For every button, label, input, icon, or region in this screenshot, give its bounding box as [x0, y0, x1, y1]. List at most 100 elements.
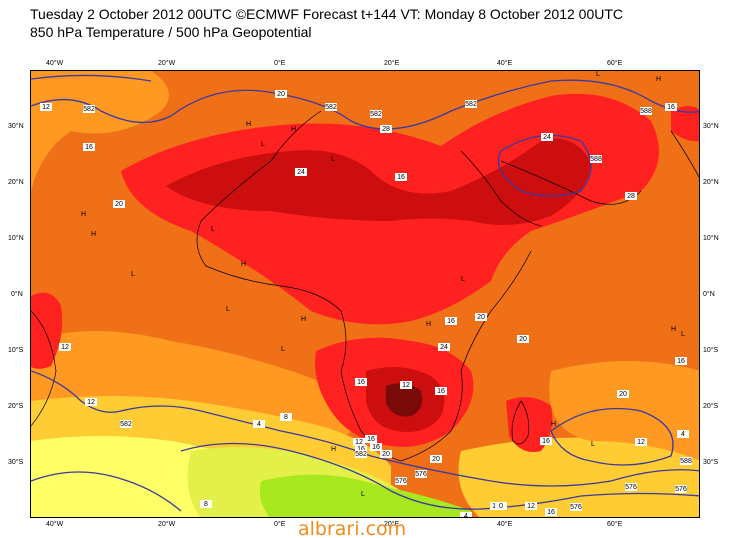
svg-text:4: 4	[257, 421, 261, 428]
lat-left-30n: 30°N	[8, 123, 24, 130]
temperature-contour-label: 20	[275, 90, 287, 98]
svg-text:12: 12	[87, 399, 95, 406]
svg-text:12: 12	[527, 503, 535, 510]
temperature-contour-label: 16	[370, 443, 382, 451]
fill-12-16-southeast	[458, 437, 699, 517]
svg-text:0: 0	[499, 503, 503, 510]
geopotential-contour-label: 588	[640, 107, 652, 115]
pressure-marker: L	[461, 276, 465, 283]
svg-text:582: 582	[370, 111, 382, 118]
fill-lt4-south	[259, 474, 471, 517]
svg-text:588: 588	[680, 458, 692, 465]
geo-contour-5	[120, 405, 699, 487]
temperature-contour-label: 16	[355, 378, 367, 386]
svg-text:576: 576	[395, 478, 407, 485]
geo-contour-8	[31, 471, 182, 512]
svg-text:20: 20	[432, 456, 440, 463]
temperature-contour-label: 4	[253, 420, 265, 428]
svg-text:12: 12	[637, 439, 645, 446]
temperature-contour-label: 12	[400, 381, 412, 389]
pressure-marker: L	[281, 346, 285, 353]
lat-left-10s: 10°S	[8, 347, 24, 354]
svg-text:16: 16	[542, 438, 550, 445]
temperature-contour-label: 4	[677, 430, 689, 438]
lat-right-10n: 10°N	[703, 235, 719, 242]
pressure-marker: L	[361, 491, 365, 498]
temperature-contour-label: 12	[635, 438, 647, 446]
lon-bottom-20e: 20°E	[384, 521, 400, 528]
pressure-marker: H	[551, 421, 556, 428]
pressure-marker: H	[331, 446, 336, 453]
geopotential-contour-label: 582	[370, 110, 382, 118]
temperature-contour-label: 12	[85, 398, 97, 406]
geopotential-contour-label: 576	[395, 477, 407, 485]
geopotential-contour-label: 576	[675, 485, 687, 493]
temperature-contour-label: 12	[353, 438, 365, 446]
geopotential-contour-label: 588	[680, 457, 692, 465]
svg-text:16: 16	[667, 104, 675, 111]
pressure-marker: H	[81, 211, 86, 218]
lat-left-20n: 20°N	[8, 179, 24, 186]
lat-left-30s: 30°S	[8, 459, 24, 466]
svg-text:20: 20	[519, 336, 527, 343]
pressure-marker: L	[131, 271, 135, 278]
svg-text:588: 588	[590, 156, 602, 163]
temperature-contour-label: 16	[83, 143, 95, 151]
svg-text:12: 12	[61, 344, 69, 351]
geopotential-contours	[31, 74, 699, 512]
svg-text:576: 576	[675, 486, 687, 493]
lat-right-30s: 30°S	[703, 459, 719, 466]
temperature-contour-label: 20	[617, 390, 629, 398]
geopotential-contour-labels: 582 582 582 582 588 588 582 582 576 576 576 576 576 5…	[83, 100, 692, 511]
svg-text:16: 16	[357, 446, 365, 453]
geo-contour-7	[550, 407, 674, 466]
svg-text:582: 582	[120, 421, 132, 428]
svg-text:576: 576	[625, 484, 637, 491]
geopotential-contour-label: 582	[325, 103, 337, 111]
lat-left-10n: 10°N	[8, 235, 24, 242]
lon-top-0e: 0°E	[274, 60, 286, 67]
lon-bottom-60e: 60°E	[607, 521, 623, 528]
temperature-contour-label: 20	[517, 335, 529, 343]
svg-text:16: 16	[367, 436, 375, 443]
temperature-contour-label: 12	[59, 343, 71, 351]
svg-text:582: 582	[325, 104, 337, 111]
svg-text:576: 576	[415, 471, 427, 478]
svg-text:16: 16	[677, 358, 685, 365]
pressure-marker: L	[226, 306, 230, 313]
svg-text:12: 12	[42, 104, 50, 111]
lat-right-20s: 20°S	[703, 403, 719, 410]
lon-bottom-40w: 40°W	[46, 521, 64, 528]
fill-24-28-northeast	[671, 106, 699, 142]
temperature-contour-label: 8	[200, 500, 212, 508]
svg-text:24: 24	[297, 169, 305, 176]
svg-text:16: 16	[357, 379, 365, 386]
lon-top-20e: 20°E	[384, 60, 400, 67]
coast-west-africa	[196, 110, 532, 462]
temperature-contour-label: 16	[675, 357, 687, 365]
lat-left-0n: 0°N	[11, 291, 23, 298]
pressure-marker: H	[91, 231, 96, 238]
fill-16-20-southeast	[549, 361, 699, 461]
watermark: albrari.com	[298, 518, 407, 538]
temperature-contour-label: 20	[475, 313, 487, 321]
svg-text:28: 28	[382, 126, 390, 133]
temperature-contour-label: 28	[625, 192, 637, 200]
temperature-contour-label: 4	[460, 512, 472, 517]
geopotential-contour-label: 576	[415, 470, 427, 478]
temperature-contour-label: 16	[540, 437, 552, 445]
pressure-marker: H	[656, 76, 661, 83]
pressure-marker: H	[241, 261, 246, 268]
lat-right-30n: 30°N	[703, 123, 719, 130]
svg-text:20: 20	[477, 314, 485, 321]
pressure-marker: L	[591, 441, 595, 448]
svg-text:16: 16	[372, 444, 380, 451]
svg-text:8: 8	[284, 414, 288, 421]
geo-contour-6	[180, 442, 699, 510]
lat-right-20n: 20°N	[703, 179, 719, 186]
coast-south-america	[31, 310, 57, 427]
temperature-contour-label: 16	[545, 508, 557, 516]
